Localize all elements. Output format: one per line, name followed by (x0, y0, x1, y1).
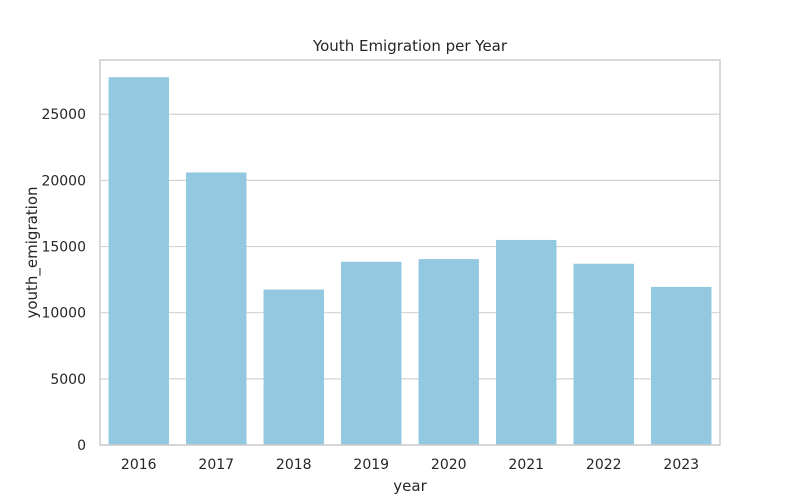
x-tick-label: 2020 (431, 457, 467, 473)
y-tick-label: 0 (77, 438, 86, 454)
x-tick-label: 2017 (198, 457, 234, 473)
x-tick-label: 2018 (276, 457, 312, 473)
x-tick-labels: 2016 2017 2018 2019 2020 2021 2022 2023 (121, 457, 699, 473)
x-tick-label: 2016 (121, 457, 157, 473)
chart-title: Youth Emigration per Year (312, 37, 508, 55)
bar-2021 (496, 239, 557, 445)
y-tick-label: 25000 (41, 107, 86, 123)
x-tick-label: 2021 (508, 457, 544, 473)
y-tick-label: 15000 (41, 240, 86, 256)
bar-2022 (573, 263, 634, 445)
bar-2016 (108, 77, 169, 445)
bar-2017 (186, 172, 247, 446)
x-tick-label: 2023 (663, 457, 699, 473)
x-tick-label: 2019 (353, 457, 389, 473)
bar-2023 (651, 286, 712, 445)
bars (108, 77, 712, 446)
bar-2020 (418, 259, 479, 445)
y-axis-label: youth_emigration (23, 186, 42, 318)
y-tick-labels: 0 5000 10000 15000 20000 25000 (41, 107, 86, 454)
bar-2019 (341, 261, 402, 445)
y-tick-label: 20000 (41, 173, 86, 189)
y-tick-label: 5000 (50, 372, 86, 388)
y-tick-label: 10000 (41, 306, 86, 322)
x-tick-label: 2022 (586, 457, 622, 473)
plot-frame (99, 59, 721, 446)
bar-2018 (263, 289, 324, 445)
x-axis-label: year (393, 477, 427, 495)
